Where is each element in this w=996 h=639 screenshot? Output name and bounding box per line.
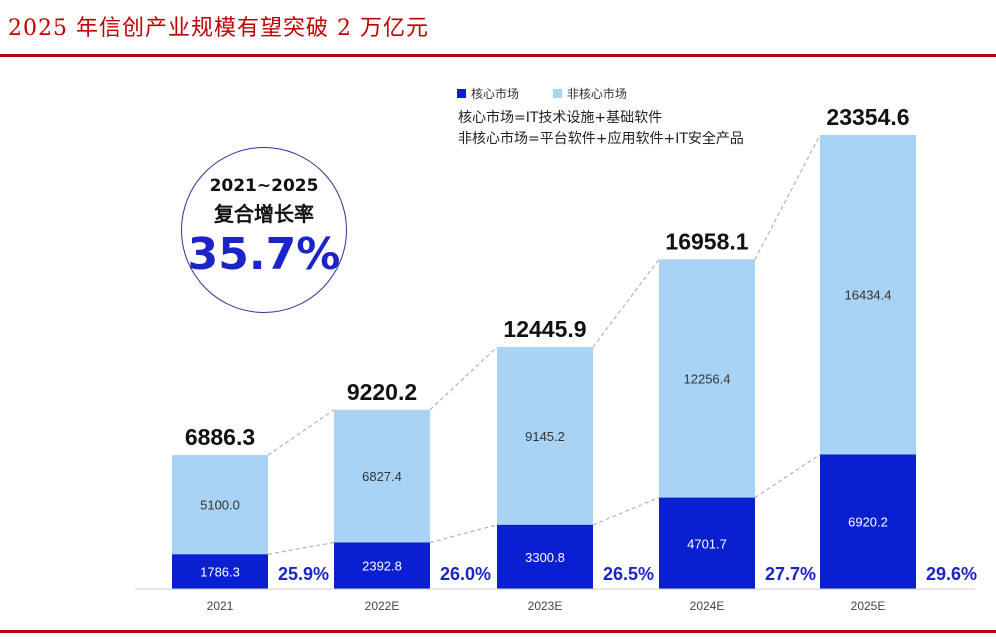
bar-core-2024E [659,497,755,589]
cagr-circle: 2021~2025 复合增长率 35.7% [181,147,347,313]
total-label: 6886.3 [185,424,255,450]
data-label-noncore: 16434.4 [845,288,892,303]
x-tick-label: 2021 [207,599,234,613]
data-label-core: 3300.8 [525,550,565,565]
x-tick-label: 2023E [528,599,563,613]
core-share-label: 26.5% [603,564,654,584]
cagr-value: 35.7% [187,229,341,280]
data-label-core: 4701.7 [687,536,727,551]
connector-total [429,346,498,411]
connector-total [592,258,660,348]
bar-core-2023E [497,524,593,589]
footer-rule [0,630,996,633]
bar-noncore-2022E [334,409,430,543]
bar-noncore-2023E [497,347,593,525]
page-title: 2025 年信创产业规模有望突破 2 万亿元 [8,16,429,41]
data-label-noncore: 6827.4 [362,469,402,484]
legend-label-core: 核心市场 [471,87,520,101]
chart-legend: 核心市场 非核心市场 [457,85,657,102]
x-tick-label: 2022E [365,599,400,613]
connector-core [592,497,660,526]
legend-item-core: 核心市场 [457,85,519,102]
legend-swatch-noncore [552,89,562,98]
data-label-core: 1786.3 [200,565,240,580]
legend-item-noncore: 非核心市场 [552,85,627,102]
cagr-label: 复合增长率 [214,202,314,226]
legend-label-noncore: 非核心市场 [566,87,627,101]
connector-total [267,409,335,456]
note-core-definition: 核心市场=IT技术设施+基础软件 [458,110,663,126]
data-label-core: 2392.8 [362,559,402,574]
bar-core-2022E [334,542,430,589]
total-label: 12445.9 [503,316,586,342]
note-noncore-definition: 非核心市场=平台软件+应用软件+IT安全产品 [458,131,744,147]
data-label-noncore: 12256.4 [684,371,731,386]
total-label: 9220.2 [347,379,417,405]
bar-noncore-2024E [659,259,755,498]
total-label: 16958.1 [665,228,748,254]
core-share-label: 26.0% [440,564,491,584]
total-label: 23354.6 [826,104,909,130]
core-share-label: 29.6% [926,564,977,584]
definition-notes: 核心市场=IT技术设施+基础软件 非核心市场=平台软件+应用软件+IT安全产品 [458,108,744,150]
connector-total [754,134,821,260]
data-label-core: 6920.2 [848,515,888,530]
bar-core-2021 [172,554,268,589]
cagr-range: 2021~2025 [209,176,319,196]
connector-core [429,524,498,544]
legend-swatch-core [457,89,466,98]
connector-core [267,541,335,555]
x-tick-label: 2024E [690,599,725,613]
bar-noncore-2025E [820,135,916,455]
data-label-noncore: 9145.2 [525,429,565,444]
bar-core-2025E [820,454,916,589]
bar-noncore-2021 [172,455,268,555]
connector-core [754,453,821,499]
x-tick-label: 2025E [851,599,886,613]
data-label-noncore: 5100.0 [200,498,240,513]
core-share-label: 25.9% [278,564,329,584]
title-rule [0,54,996,57]
core-share-label: 27.7% [765,564,816,584]
